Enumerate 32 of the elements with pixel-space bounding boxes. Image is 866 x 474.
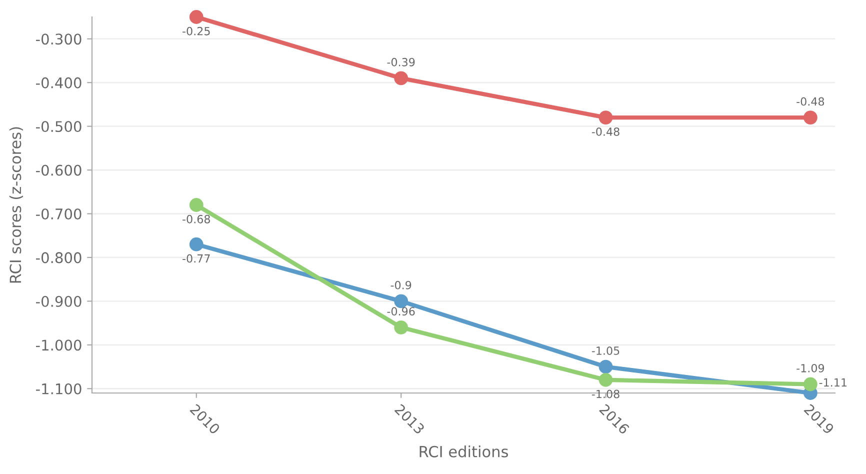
data-label: -0.48 [796,97,824,106]
x-axis-title: RCI editions [420,446,508,458]
y-axis-title: RCI scores (z-scores) [9,127,23,283]
data-label: -0.39 [387,58,415,66]
data-label: -1.09 [796,364,824,372]
y-tick-label: -0.600 [36,164,82,176]
y-tick-label: -0.500 [36,121,82,132]
data-label: -0.25 [182,26,210,36]
point [189,10,204,24]
y-tick-label: -0.300 [36,34,82,45]
point [189,237,204,252]
y-tick-label: -0.400 [36,77,82,88]
data-label: -0.77 [182,254,210,263]
data-label: -1.05 [592,346,620,355]
data-label: -0.9 [390,280,412,290]
y-tick-label: -0.700 [36,208,82,220]
data-label: -0.96 [387,307,415,316]
point [189,198,204,212]
y-tick-label: -0.900 [36,296,82,307]
point [598,372,613,387]
point [394,320,408,334]
data-label: -1.11 [819,378,846,387]
y-tick-label: -1.000 [36,340,82,351]
data-label: -0.48 [592,127,620,136]
y-tick-label: -1.100 [36,383,82,394]
y-tick-label: -0.800 [36,252,82,264]
point [598,360,613,374]
point [598,110,613,125]
data-label: -0.68 [182,214,210,224]
point [803,377,818,392]
point [803,110,818,125]
point [394,71,408,86]
